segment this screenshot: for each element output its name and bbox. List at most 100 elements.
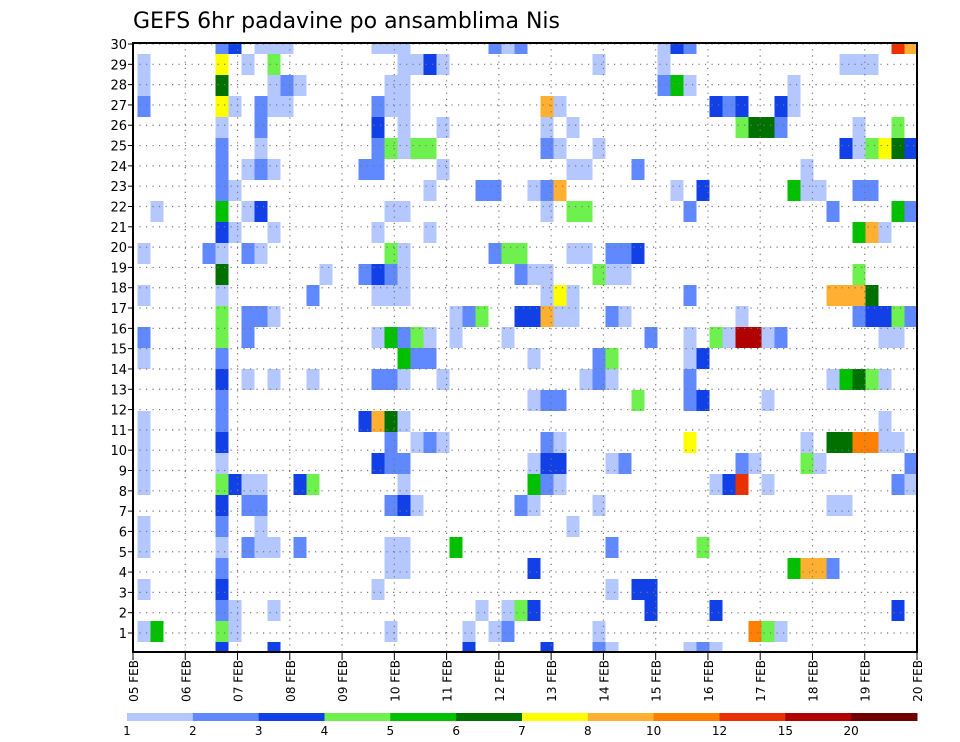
heatmap-cell: [527, 264, 541, 285]
heatmap-cell: [371, 96, 385, 117]
heatmap-cell: [683, 327, 697, 348]
y-tick-label: 24: [110, 160, 127, 175]
heatmap-cell: [254, 474, 268, 495]
heatmap-cell: [605, 642, 619, 652]
heatmap-cell: [592, 621, 606, 642]
heatmap-cell: [423, 348, 437, 369]
heatmap-cell: [137, 474, 151, 495]
heatmap-cell: [137, 243, 151, 264]
heatmap-cell: [254, 159, 268, 180]
heatmap-cell: [397, 411, 411, 432]
heatmap-cell: [215, 264, 229, 285]
heatmap-cell: [722, 96, 736, 117]
heatmap-cell: [540, 117, 554, 138]
colorbar-label: 3: [255, 724, 263, 738]
heatmap-cell: [501, 327, 515, 348]
y-axis: 1234567891011121314151617181920212223242…: [110, 38, 133, 642]
heatmap-cell: [423, 327, 437, 348]
heatmap-cell: [410, 54, 424, 75]
heatmap-cell: [397, 495, 411, 516]
heatmap-cell: [371, 117, 385, 138]
colorbar-label: 8: [584, 724, 592, 738]
heatmap-cell: [735, 96, 749, 117]
heatmap-cell: [215, 579, 229, 600]
heatmap-cell: [540, 474, 554, 495]
heatmap-cell: [397, 43, 411, 54]
heatmap-cell: [683, 285, 697, 306]
heatmap-cell: [215, 285, 229, 306]
heatmap-cell: [605, 369, 619, 390]
y-tick-label: 11: [110, 424, 127, 439]
heatmap-cell: [865, 54, 879, 75]
heatmap-cell: [423, 54, 437, 75]
heatmap-cell: [865, 432, 879, 453]
heatmap-cell: [384, 243, 398, 264]
colorbar-swatch: [456, 713, 523, 721]
heatmap-cell: [384, 369, 398, 390]
heatmap-cell: [254, 306, 268, 327]
heatmap-cell: [748, 327, 762, 348]
heatmap-cell: [878, 327, 892, 348]
heatmap-cell: [852, 306, 866, 327]
heatmap-cell: [618, 264, 632, 285]
heatmap-cell: [397, 285, 411, 306]
heatmap-cell: [137, 96, 151, 117]
heatmap-cell: [215, 516, 229, 537]
heatmap-cell: [267, 600, 281, 621]
heatmap-cell: [709, 327, 723, 348]
heatmap-cell: [319, 264, 333, 285]
heatmap-cell: [397, 264, 411, 285]
heatmap-cell: [735, 474, 749, 495]
y-tick-label: 5: [119, 546, 127, 561]
heatmap-cell: [696, 537, 710, 558]
heatmap-cell: [605, 453, 619, 474]
heatmap-cell: [839, 369, 853, 390]
heatmap-cell: [254, 516, 268, 537]
heatmap-cell: [215, 43, 229, 54]
heatmap-cell: [540, 390, 554, 411]
colorbar-label: 15: [778, 724, 793, 738]
heatmap-cell: [735, 453, 749, 474]
chart-title: GEFS 6hr padavine po ansamblima Nis: [133, 9, 560, 34]
y-tick-label: 17: [110, 302, 127, 317]
heatmap-cell: [397, 453, 411, 474]
heatmap-cell: [527, 558, 541, 579]
heatmap-cell: [306, 285, 320, 306]
heatmap-cell: [384, 75, 398, 96]
heatmap-cell: [774, 96, 788, 117]
x-tick-label: 19 FEB: [859, 660, 873, 702]
heatmap-cell: [228, 474, 242, 495]
heatmap-cell: [553, 180, 567, 201]
heatmap-cell: [371, 411, 385, 432]
heatmap-cell: [410, 348, 424, 369]
heatmap-cell: [514, 43, 528, 54]
heatmap-cell: [215, 369, 229, 390]
heatmap-cell: [254, 495, 268, 516]
colorbar-swatch: [851, 713, 918, 721]
heatmap-cell: [137, 348, 151, 369]
y-tick-label: 29: [110, 58, 127, 73]
heatmap-cell: [865, 306, 879, 327]
heatmap-cell: [215, 327, 229, 348]
heatmap-cell: [787, 558, 801, 579]
heatmap-cell: [384, 558, 398, 579]
heatmap-cell: [501, 621, 515, 642]
heatmap-cell: [397, 138, 411, 159]
heatmap-cell: [215, 180, 229, 201]
y-tick-label: 18: [110, 282, 127, 297]
heatmap-cell: [865, 369, 879, 390]
heatmap-cell: [540, 180, 554, 201]
heatmap-cell: [215, 159, 229, 180]
heatmap-cell: [397, 537, 411, 558]
heatmap-cell: [423, 432, 437, 453]
x-tick-label: 08 FEB: [284, 660, 298, 702]
heatmap-cell: [384, 537, 398, 558]
grid-lines: [133, 43, 917, 652]
heatmap-cell: [527, 390, 541, 411]
colorbar-swatch: [192, 713, 260, 721]
heatmap-cell: [852, 432, 866, 453]
y-tick-label: 1: [119, 627, 127, 642]
heatmap-cell: [475, 180, 489, 201]
heatmap-cell: [839, 138, 853, 159]
heatmap-cell: [215, 600, 229, 621]
